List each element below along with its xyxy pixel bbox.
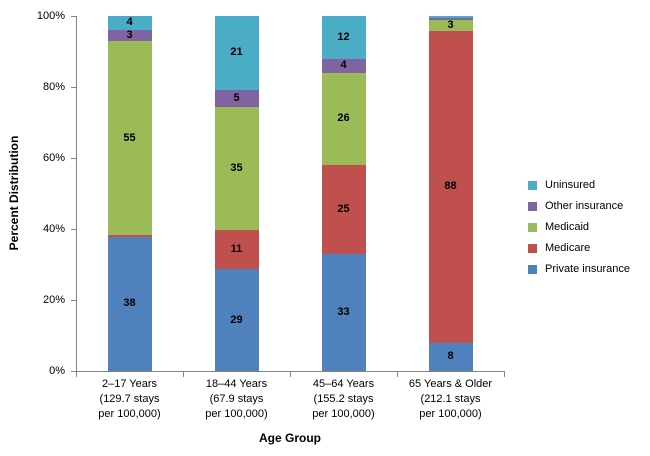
medicaid-swatch-icon (528, 222, 537, 232)
bar-segment-private-insurance: 8 (428, 342, 473, 371)
x-axis-tick (397, 372, 398, 377)
y-axis-tick (71, 371, 76, 372)
plot-area (76, 16, 505, 372)
bar-segment-uninsured (428, 15, 473, 19)
bar-segment-uninsured: 12 (321, 16, 366, 59)
bar-value-label: 26 (337, 112, 350, 125)
x-axis-tick (76, 372, 77, 377)
bar-18-44-years: 29 11 35 5 21 (214, 16, 259, 371)
y-axis-tick (71, 158, 76, 159)
x-category-label-65-years-older: 65 Years & Older (212.1 stays per 100,000) (408, 378, 493, 420)
uninsured-swatch-icon (528, 180, 537, 190)
x-category-label-2-17-years: 2–17 Years (129.7 stays per 100,000) (98, 378, 161, 420)
legend-item-label: Uninsured (545, 179, 596, 191)
bar-segment-other-insurance: 3 (107, 28, 152, 41)
bar-value-label: 25 (337, 202, 350, 215)
bar-45-64-years: 33 25 26 4 12 (321, 16, 366, 371)
bar-segment-medicaid: 26 (321, 72, 366, 166)
x-axis-tick (183, 372, 184, 377)
legend-item-label: Private insurance (545, 263, 630, 275)
x-axis-title: Age Group (259, 431, 321, 445)
bar-segment-medicare: 11 (214, 230, 259, 270)
legend-item-medicaid: Medicaid (528, 221, 630, 233)
bar-value-label: 33 (337, 305, 350, 318)
legend: Uninsured Other insurance Medicaid Medicare… (528, 179, 630, 284)
bar-segment-other-insurance: 4 (321, 58, 366, 73)
bar-segment-medicaid: 3 (428, 19, 473, 32)
bar-value-label: 21 (230, 46, 243, 59)
y-axis-tick (71, 300, 76, 301)
x-category-label-18-44-years: 18–44 Years (67.9 stays per 100,000) (205, 378, 268, 420)
x-category-label-45-64-years: 45–64 Years (155.2 stays per 100,000) (312, 378, 375, 420)
bar-segment-medicaid: 35 (214, 107, 259, 231)
legend-item-private-insurance: Private insurance (528, 263, 630, 275)
legend-item-other-insurance: Other insurance (528, 200, 630, 212)
private-insurance-swatch-icon (528, 264, 537, 274)
y-axis-tick-label: 60% (42, 152, 65, 164)
y-axis-tick-label: 100% (36, 10, 65, 22)
bar-value-label: 3 (126, 28, 133, 41)
bar-segment-medicare: 88 (428, 31, 473, 343)
y-axis-tick-label: 20% (42, 294, 65, 306)
bar-segment-medicare: 25 (321, 165, 366, 254)
legend-item-uninsured: Uninsured (528, 179, 630, 191)
bar-value-label: 4 (126, 16, 133, 29)
bar-value-label: 29 (230, 313, 243, 326)
bar-segment-medicare (107, 235, 152, 237)
y-axis-tick-label: 80% (42, 81, 65, 93)
bar-segment-uninsured: 21 (214, 16, 259, 90)
bar-value-label: 35 (230, 162, 243, 175)
bar-2-17-years: 38 55 3 4 (107, 15, 152, 371)
y-axis-tick-label: 0% (49, 365, 65, 377)
y-axis-tick (71, 16, 76, 17)
bar-segment-medicaid: 55 (107, 40, 152, 236)
bar-value-label: 38 (123, 297, 136, 310)
x-axis-tick (290, 372, 291, 377)
bar-value-label: 88 (444, 180, 457, 193)
bar-segment-other-insurance (428, 18, 473, 21)
bar-segment-private-insurance: 29 (214, 269, 259, 371)
bar-65-years-older: 8 88 3 (428, 15, 473, 371)
bar-value-label: 12 (337, 30, 350, 43)
legend-item-label: Other insurance (545, 200, 624, 212)
bar-segment-private-insurance: 38 (107, 236, 152, 371)
bar-value-label: 5 (233, 92, 240, 105)
medicare-swatch-icon (528, 243, 537, 253)
bar-value-label: 11 (230, 243, 243, 256)
bar-value-label: 8 (447, 350, 454, 363)
legend-item-label: Medicare (545, 242, 591, 254)
bar-segment-uninsured: 4 (107, 15, 152, 30)
y-axis-tick (71, 229, 76, 230)
legend-item-label: Medicaid (545, 221, 590, 233)
bar-value-label: 3 (447, 19, 454, 32)
y-axis-tick-label: 40% (42, 223, 65, 235)
legend-item-medicare: Medicare (528, 242, 630, 254)
bar-value-label: 4 (340, 59, 347, 72)
bar-value-label: 55 (123, 131, 136, 144)
bar-segment-other-insurance: 5 (214, 89, 259, 108)
bar-segment-private-insurance: 33 (321, 253, 366, 371)
y-axis-tick (71, 87, 76, 88)
other-insurance-swatch-icon (528, 201, 537, 211)
x-axis-tick (504, 372, 505, 377)
